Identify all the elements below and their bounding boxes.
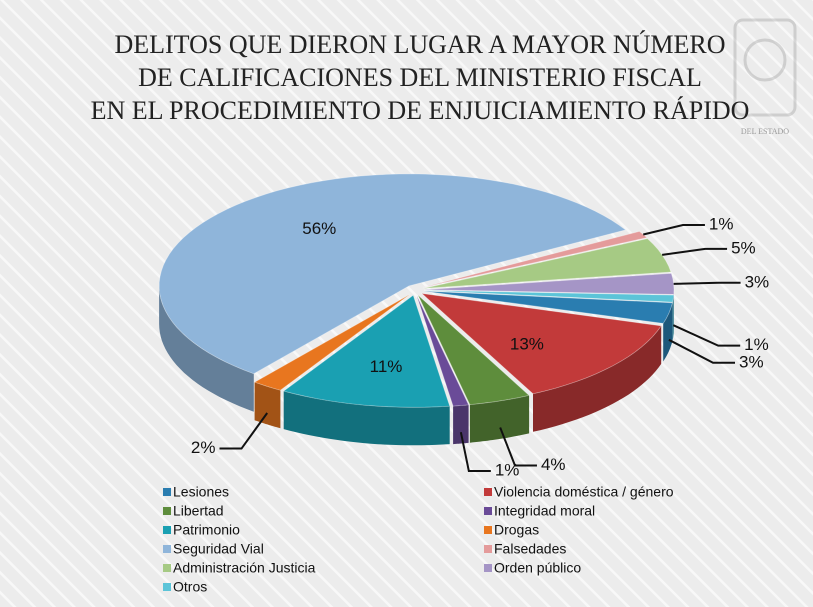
legend-label: Libertad [173, 503, 224, 519]
slice [423, 290, 674, 324]
leader-line [668, 338, 736, 364]
slice [423, 272, 675, 295]
leader-line [643, 223, 705, 236]
legend-label: Otros [173, 579, 207, 595]
slice-side [672, 295, 674, 341]
slice-side [254, 382, 281, 429]
legend-label: Orden público [494, 560, 581, 576]
legend-label: Falsedades [494, 541, 566, 557]
slice-side [159, 285, 254, 412]
slice-side [533, 325, 662, 432]
data-label: 13% [510, 335, 544, 354]
slice-side [453, 404, 469, 445]
leader-line [219, 412, 268, 450]
chart-title: DE CALIFICACIONES DEL MINISTERIO FISCAL [138, 63, 702, 92]
slice [416, 295, 470, 407]
legend-label: Violencia doméstica / género [494, 484, 674, 500]
slice-side [283, 391, 450, 446]
legend-swatch [484, 545, 492, 553]
chart-title: EN EL PROCEDIMIENTO DE ENJUICIAMIENTO RÁ… [91, 96, 750, 125]
legend-swatch [163, 526, 171, 534]
legend-swatch [484, 526, 492, 534]
legend-swatch [163, 564, 171, 572]
legend-label: Integridad moral [494, 503, 595, 519]
slice-side [663, 302, 673, 362]
legend-swatch [163, 583, 171, 591]
legend-label: Administración Justicia [173, 560, 316, 576]
slice-side [469, 395, 530, 443]
legend-swatch [163, 488, 171, 496]
leader-line [673, 281, 741, 285]
slice [420, 292, 662, 395]
data-label: 11% [370, 357, 403, 376]
legend-swatch [484, 488, 492, 496]
legend-label: Seguridad Vial [173, 541, 264, 557]
leader-line [662, 247, 728, 256]
data-label: 1% [744, 335, 769, 354]
legend-swatch [163, 507, 171, 515]
slice [423, 290, 675, 303]
leader-line [459, 431, 491, 472]
legend-swatch [484, 564, 492, 572]
data-label: 3% [745, 272, 770, 291]
data-label: 4% [541, 455, 566, 474]
slice [282, 294, 451, 408]
data-label: 1% [495, 460, 520, 479]
legend-swatch [484, 507, 492, 515]
slice [253, 294, 411, 391]
legend-label: Patrimonio [173, 522, 240, 538]
data-label: 5% [731, 238, 756, 257]
legend-swatch [163, 545, 171, 553]
watermark: DEL ESTADO [741, 127, 789, 136]
data-label: 3% [739, 352, 764, 371]
chart-title: DELITOS QUE DIERON LUGAR A MAYOR NÚMERO [114, 30, 725, 59]
emblem [733, 18, 797, 117]
data-label: 1% [709, 214, 734, 233]
legend-label: Lesiones [173, 484, 229, 500]
slice [423, 238, 672, 289]
data-label: 56% [302, 219, 336, 238]
slice [158, 173, 627, 375]
leader-line [672, 324, 741, 347]
slice [417, 294, 530, 406]
leader-line [499, 427, 537, 467]
legend-label: Drogas [494, 522, 539, 538]
data-label: 2% [191, 438, 216, 457]
